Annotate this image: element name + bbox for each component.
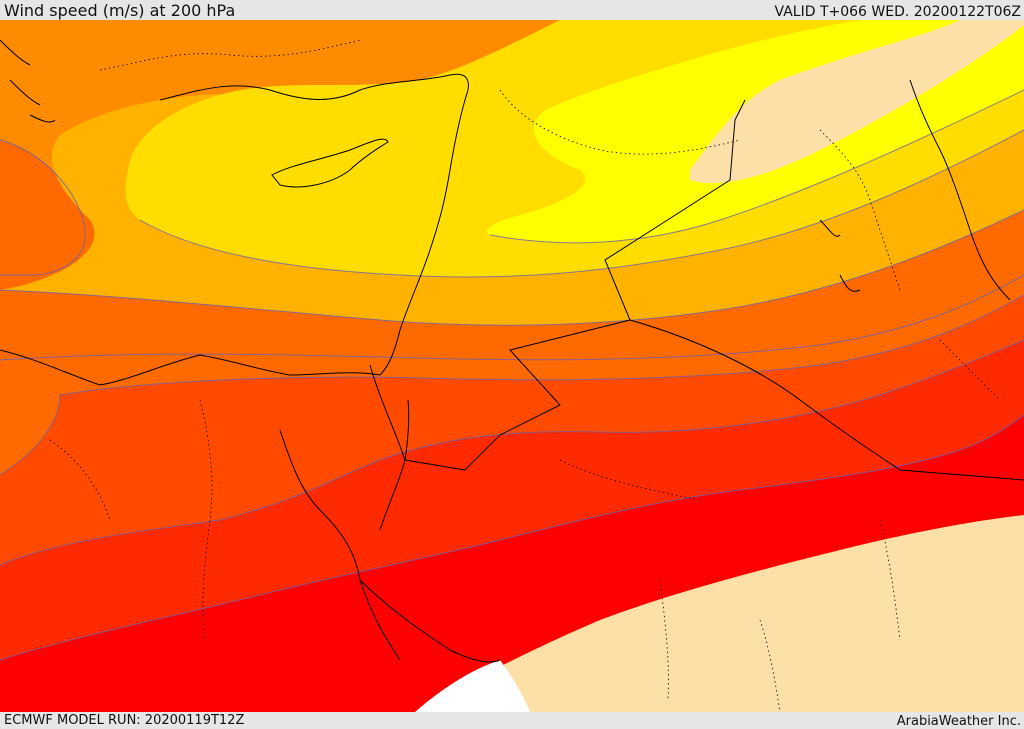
map-header: Wind speed (m/s) at 200 hPa VALID T+066 …	[0, 0, 1024, 20]
calm-area-north	[690, 20, 1024, 184]
band-left-lobe	[0, 140, 86, 275]
calm-area-south	[420, 515, 1024, 712]
wind-speed-map	[0, 20, 1024, 712]
no-data-corner	[415, 660, 530, 712]
map-footer: ECMWF MODEL RUN: 20200119T12Z ArabiaWeat…	[0, 712, 1024, 729]
credit: ArabiaWeather Inc.	[896, 714, 1021, 729]
map-title: Wind speed (m/s) at 200 hPa	[4, 1, 236, 20]
coastlines	[0, 39, 1024, 663]
map-canvas	[0, 20, 1024, 712]
valid-time: VALID T+066 WED. 20200122T06Z	[774, 4, 1021, 20]
model-run: ECMWF MODEL RUN: 20200119T12Z	[4, 713, 245, 728]
internal-borders	[49, 39, 1001, 712]
contour-lines	[0, 89, 1024, 661]
